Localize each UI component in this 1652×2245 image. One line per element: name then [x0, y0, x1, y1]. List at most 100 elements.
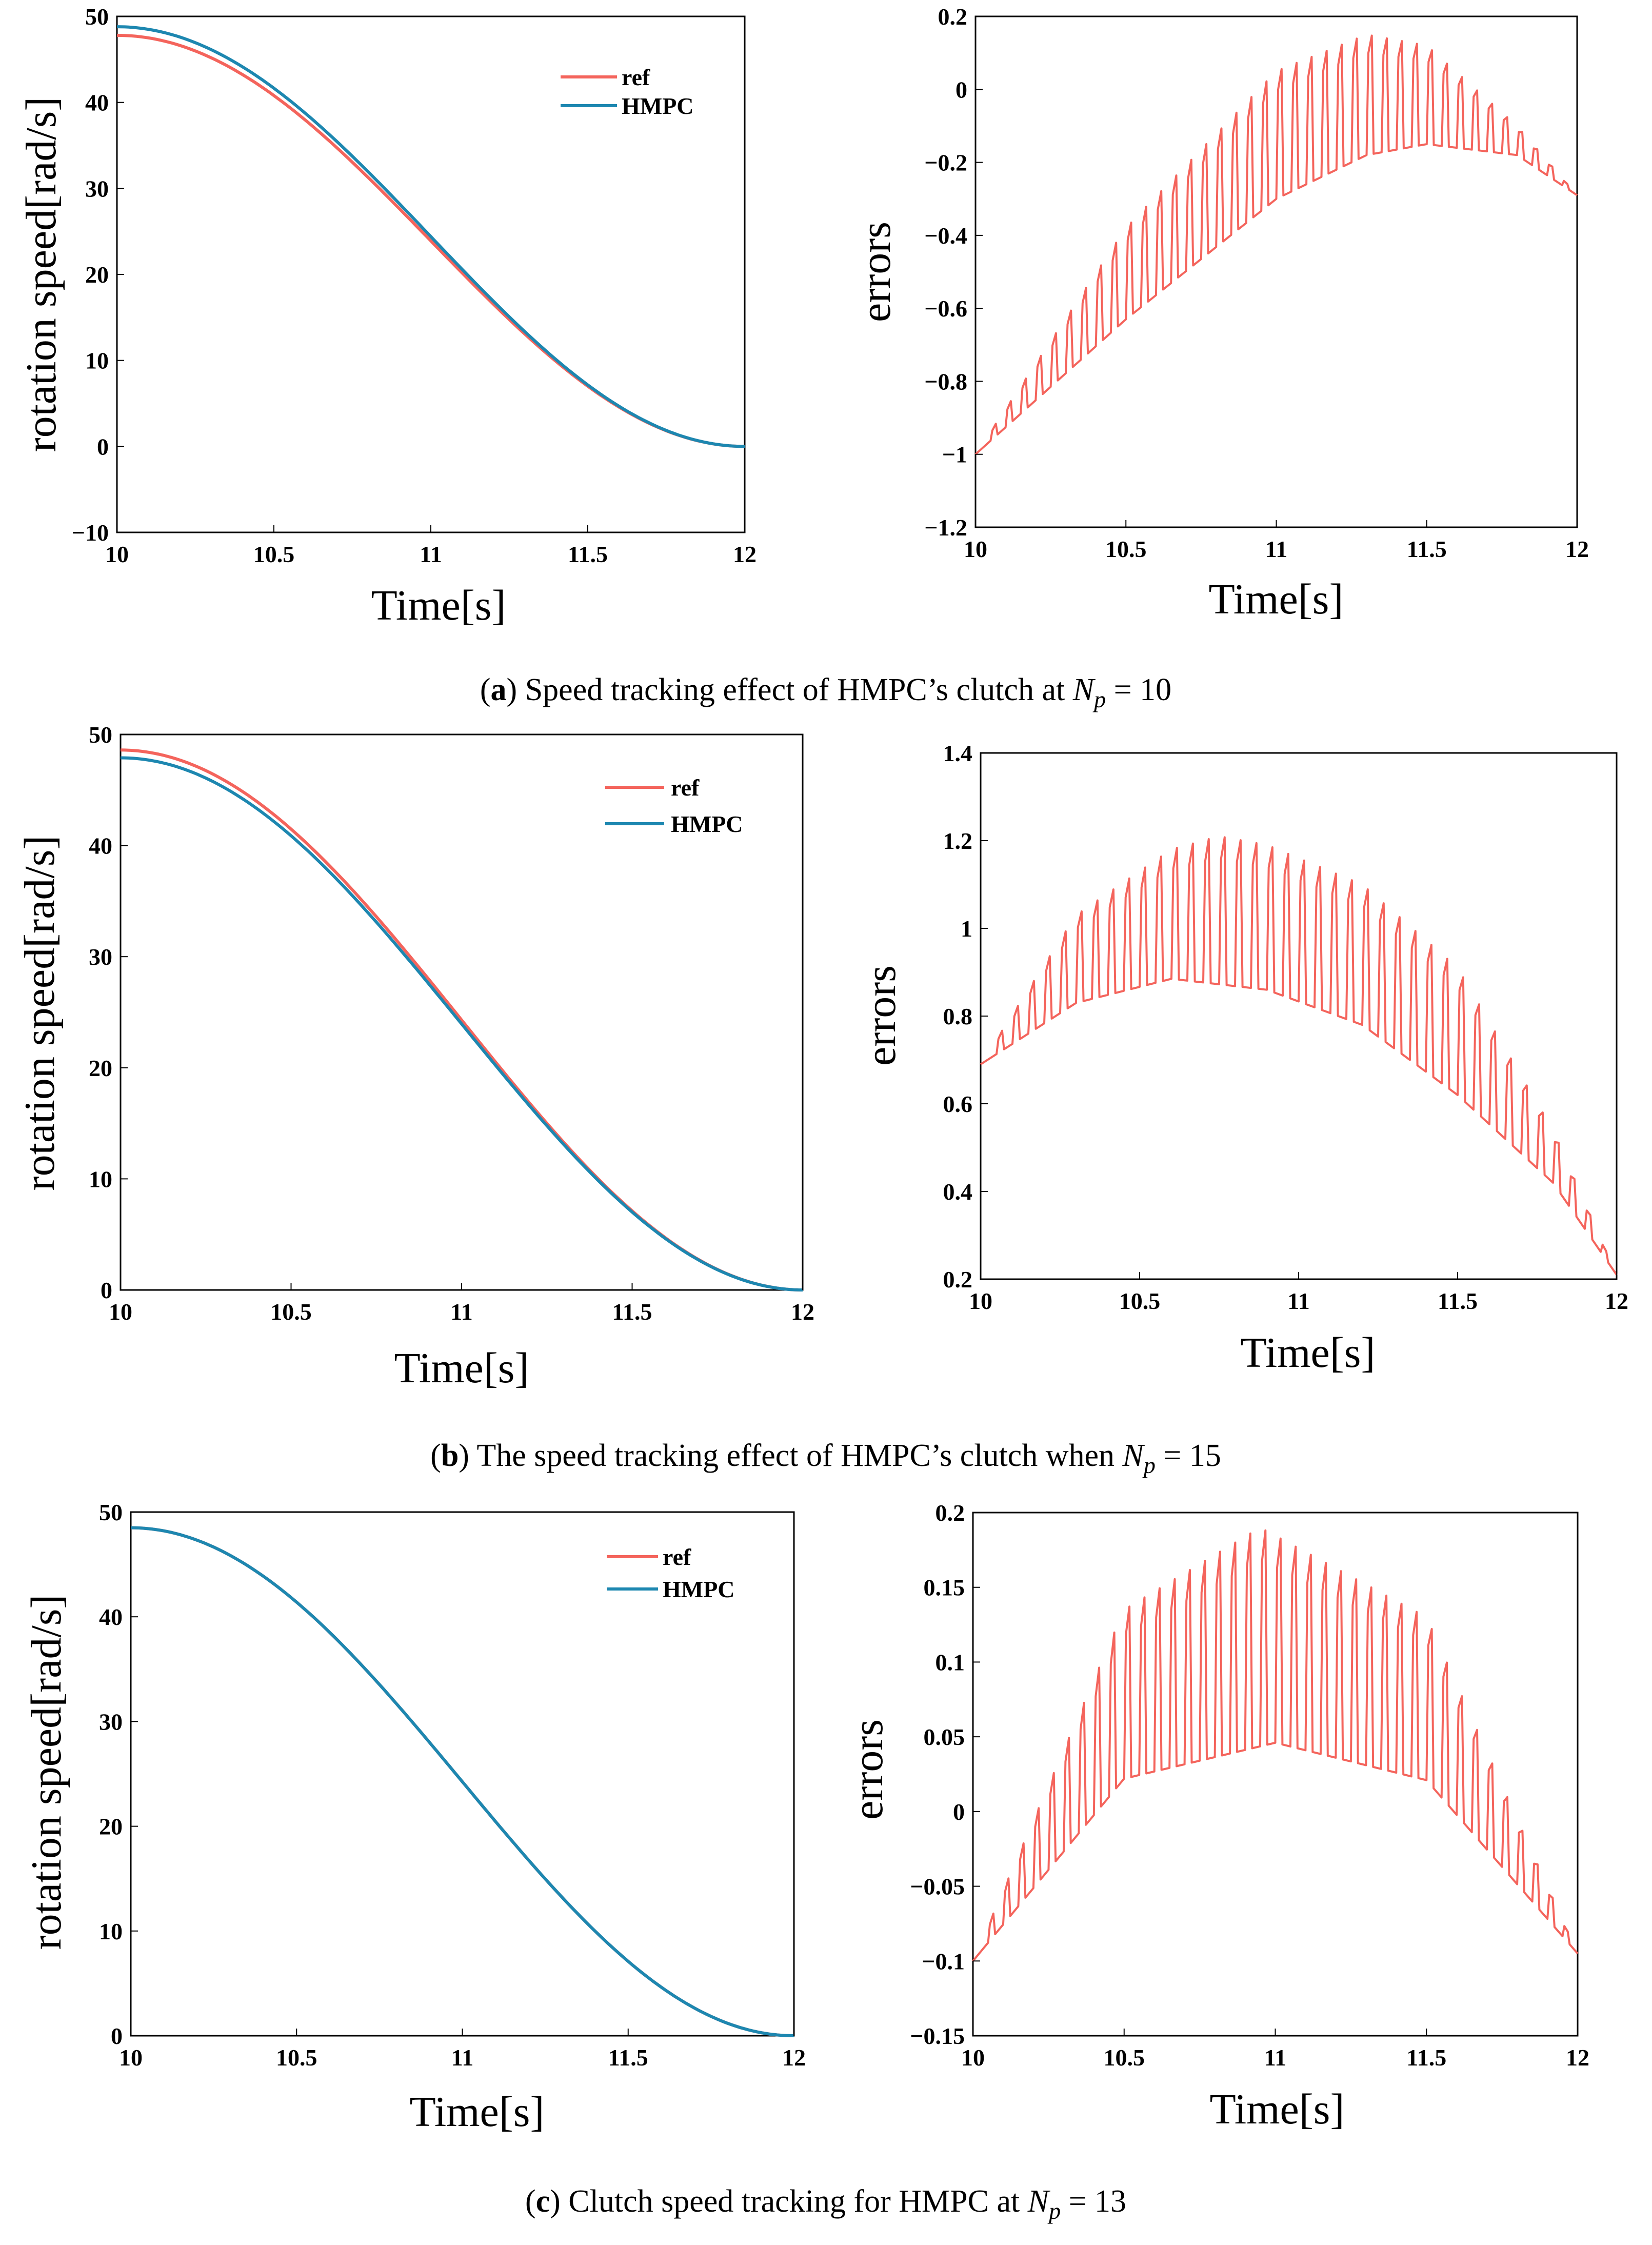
y-tick-label: 20	[85, 262, 109, 288]
x-tick-label: 10	[969, 1288, 992, 1314]
x-tick-label: 11.5	[1406, 2044, 1446, 2071]
legend-ref-label: ref	[663, 1544, 691, 1570]
caption-a: (a) Speed tracking effect of HMPC’s clut…	[480, 672, 1171, 712]
y-tick-label: 50	[99, 1499, 123, 1525]
y-tick-label: 40	[85, 90, 109, 116]
chart-marks	[972, 1529, 1579, 1962]
y-tick-label: 30	[89, 944, 112, 970]
x-tick-label: 11	[1265, 536, 1287, 562]
y-axis-label: errors	[857, 965, 905, 1066]
y-tick-label: 50	[89, 722, 112, 748]
x-axis-label: Time[s]	[410, 2088, 545, 2136]
series-line-hmpc	[120, 756, 803, 1292]
y-tick-label: 30	[85, 175, 109, 202]
chart-c-error: 10 10.5 11 11.5 12 −0.15 −0.1 −0.05 0 0.05 0.1 0.15…	[844, 1500, 1589, 2133]
x-tick-label: 10.5	[1119, 1288, 1161, 1314]
x-tick-label: 11.5	[612, 1299, 652, 1325]
x-tick-label: 11.5	[1438, 1288, 1478, 1314]
chart-marks	[980, 836, 1618, 1276]
x-axis-label: Time[s]	[371, 582, 506, 629]
tick-labels: 10 10.5 11 11.5 12 −10 0 10 20 30 40 50	[72, 4, 757, 567]
y-tick-label: 0.2	[936, 1500, 965, 1526]
series-line-hmpc	[130, 1526, 794, 2037]
legend-hmpc-label: HMPC	[671, 811, 743, 837]
chart-b-error: 10 10.5 11 11.5 12 0.2 0.4 0.6 0.8 1 1.2 1.4 Time[s…	[857, 740, 1628, 1377]
y-tick-label: 40	[99, 1604, 123, 1630]
y-tick-label: −0.1	[922, 1948, 965, 1974]
y-tick-label: 1.2	[943, 828, 973, 854]
y-tick-label: 0.4	[943, 1179, 973, 1205]
tick-labels: 10 10.5 11 11.5 12 −0.15 −0.1 −0.05 0 0.05 0.1 0.15…	[910, 1500, 1589, 2071]
y-tick-label: 0.2	[938, 4, 968, 30]
x-tick-label: 12	[733, 541, 757, 567]
tick-labels: 10 10.5 11 11.5 12 0.2 0.4 0.6 0.8 1 1.2 1.4	[943, 740, 1629, 1314]
y-tick-label: 1	[961, 916, 972, 942]
x-tick-label: 11	[1287, 1288, 1309, 1314]
x-tick-label: 10.5	[270, 1299, 312, 1325]
x-tick-label: 11.5	[1407, 536, 1447, 562]
x-tick-label: 12	[1565, 536, 1589, 562]
legend: ref HMPC	[607, 1544, 735, 1602]
y-tick-label: 0.6	[943, 1091, 973, 1117]
plot-frame	[980, 752, 1618, 1280]
x-tick-label: 12	[791, 1299, 814, 1325]
y-tick-label: −0.15	[910, 2023, 965, 2049]
y-tick-label: 0	[97, 433, 109, 460]
x-tick-label: 10.5	[253, 541, 295, 567]
chart-marks	[120, 748, 803, 1292]
x-tick-label: 10	[961, 2044, 985, 2071]
caption-b: (b) The speed tracking effect of HMPC’s …	[430, 1438, 1221, 1478]
y-tick-label: −0.8	[924, 368, 967, 394]
y-tick-label: 0.2	[943, 1266, 973, 1293]
y-tick-label: 0	[956, 76, 967, 103]
y-tick-label: 0	[101, 1277, 112, 1303]
x-tick-label: 10.5	[1104, 2044, 1145, 2071]
y-tick-label: 0.15	[924, 1575, 965, 1601]
y-tick-label: 0.8	[943, 1003, 973, 1029]
chart-marks	[116, 25, 745, 448]
series-line-error	[974, 34, 1578, 455]
x-tick-label: 11	[420, 541, 442, 567]
y-tick-label: 20	[99, 1814, 123, 1840]
y-tick-label: −0.6	[924, 295, 967, 322]
x-tick-label: 11.5	[608, 2044, 648, 2071]
x-tick-label: 11	[451, 2044, 473, 2071]
x-tick-label: 10	[964, 536, 987, 562]
x-tick-label: 10	[105, 541, 129, 567]
y-tick-label: −10	[72, 520, 109, 546]
x-axis-label: Time[s]	[1210, 2085, 1345, 2133]
tick-labels: 10 10.5 11 11.5 12 −1.2 −1 −0.8 −0.6 −0.4 −0.2 0 0.2	[924, 4, 1589, 562]
plot-frame	[972, 1512, 1579, 2037]
y-tick-label: 10	[85, 348, 109, 374]
chart-a-speed: 10 10.5 11 11.5 12 −10 0 10 20 30 40 50 Time[s] rot…	[17, 4, 757, 629]
chart-a-error: 10 10.5 11 11.5 12 −1.2 −1 −0.8 −0.6 −0.4 −0.2 0 0.2…	[852, 4, 1589, 623]
y-tick-label: 40	[89, 833, 112, 859]
series-line-hmpc	[116, 25, 745, 448]
legend-ref-label: ref	[671, 774, 700, 801]
x-tick-label: 11	[450, 1299, 472, 1325]
y-axis-label: rotation speed[rad/s]	[23, 1595, 70, 1950]
legend-hmpc-label: HMPC	[663, 1576, 735, 1602]
y-tick-label: −0.4	[924, 223, 967, 249]
series-line-error	[972, 1529, 1579, 1962]
y-axis-label: errors	[852, 222, 900, 322]
y-tick-label: −1	[942, 442, 967, 468]
legend-ref-label: ref	[622, 64, 650, 90]
x-tick-label: 11	[1264, 2044, 1286, 2071]
y-tick-label: 0.05	[924, 1724, 965, 1750]
x-axis-label: Time[s]	[1209, 575, 1344, 623]
y-tick-label: 0	[111, 2023, 123, 2049]
y-tick-label: 10	[89, 1166, 112, 1192]
y-tick-label: −0.05	[910, 1874, 965, 1900]
x-tick-label: 12	[1566, 2044, 1589, 2071]
chart-marks	[130, 1526, 794, 2037]
y-tick-label: 0	[953, 1799, 965, 1825]
x-tick-label: 12	[1605, 1288, 1628, 1314]
y-tick-label: −0.2	[924, 150, 967, 176]
legend: ref HMPC	[561, 64, 694, 119]
y-tick-label: −1.2	[924, 514, 967, 541]
